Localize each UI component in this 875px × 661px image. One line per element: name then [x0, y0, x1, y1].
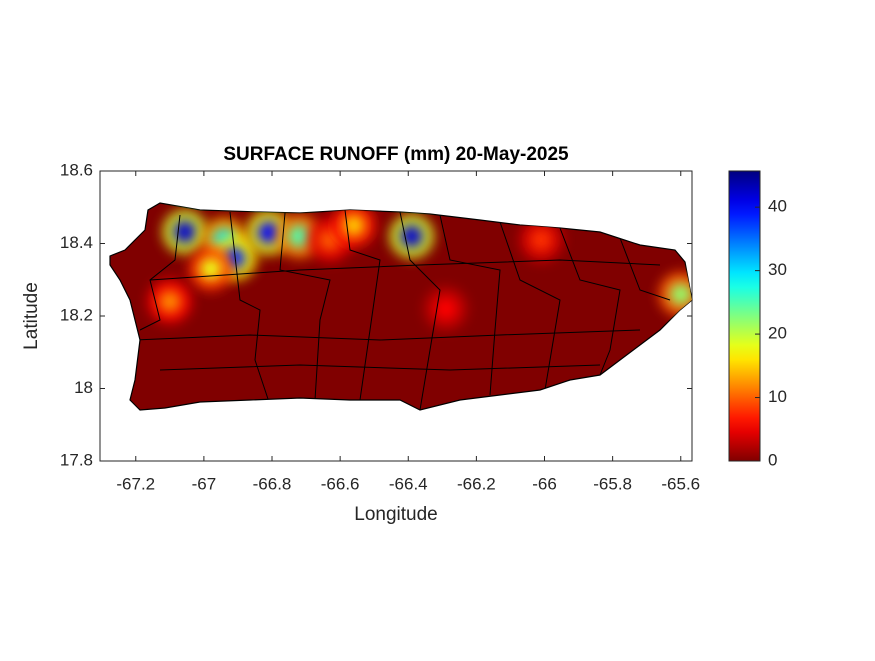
y-tick-label: 18	[74, 378, 93, 397]
runoff-core	[288, 225, 311, 248]
x-tick-label: -67	[192, 474, 217, 493]
x-tick-label: -66.2	[457, 474, 496, 493]
y-tick-label: 17.8	[60, 450, 93, 469]
runoff-core	[530, 228, 553, 251]
colorbar-tick-label: 10	[768, 387, 787, 406]
municipal-borders	[134, 209, 671, 410]
x-tick-label: -65.8	[593, 474, 632, 493]
chart-title: SURFACE RUNOFF (mm) 20-May-2025	[223, 144, 569, 165]
runoff-core	[158, 290, 181, 313]
x-axis-label: Longitude	[354, 504, 437, 525]
x-tick-label: -66	[532, 474, 557, 493]
colorbar-tick-label: 20	[768, 324, 787, 343]
runoff-core	[199, 257, 222, 280]
runoff-core	[257, 221, 280, 244]
runoff-core	[434, 297, 457, 320]
runoff-core	[400, 225, 423, 248]
colorbar	[728, 170, 761, 462]
x-tick-label: -67.2	[116, 474, 155, 493]
colorbar-tick-label: 40	[768, 197, 787, 216]
x-tick-label: -66.8	[253, 474, 292, 493]
x-tick-label: -66.6	[321, 474, 360, 493]
colorbar-tick-label: 0	[768, 450, 777, 469]
y-tick-label: 18.4	[60, 233, 93, 252]
axes: -67.2 -67 -66.8 -66.6 -66.4 -66.2 -66 -65.8 -65.…	[60, 160, 700, 493]
runoff-core	[342, 214, 365, 237]
runoff-core	[173, 220, 196, 243]
y-tick-label: 18.2	[60, 305, 93, 324]
x-tick-label: -65.6	[661, 474, 700, 493]
x-tick-label: -66.4	[389, 474, 428, 493]
runoff-core	[669, 283, 692, 306]
y-tick-label: 18.6	[60, 160, 93, 179]
colorbar-tick-label: 30	[768, 260, 787, 279]
y-axis-label: Latitude	[21, 282, 42, 350]
